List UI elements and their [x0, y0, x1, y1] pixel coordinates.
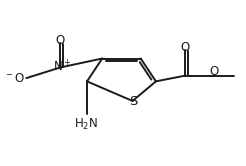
- Text: O: O: [210, 65, 219, 78]
- Text: $^-$O: $^-$O: [4, 72, 25, 85]
- Text: S: S: [130, 95, 138, 108]
- Text: O: O: [56, 34, 65, 47]
- Text: O: O: [181, 41, 190, 54]
- Text: H$_2$N: H$_2$N: [74, 117, 98, 132]
- Text: N$^+$: N$^+$: [53, 59, 71, 74]
